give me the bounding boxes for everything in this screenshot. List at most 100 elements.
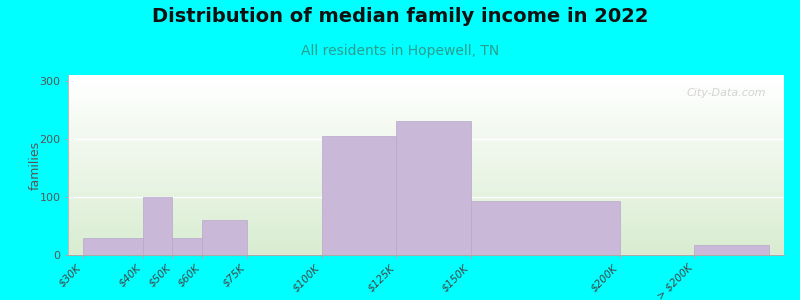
- Bar: [68, 178, 784, 179]
- Bar: [68, 126, 784, 127]
- Bar: [68, 226, 784, 227]
- Bar: [68, 248, 784, 249]
- Bar: [68, 92, 784, 93]
- Bar: [68, 176, 784, 177]
- Bar: [68, 88, 784, 89]
- Bar: [68, 150, 784, 151]
- Bar: [68, 80, 784, 81]
- Bar: [68, 246, 784, 247]
- Bar: [68, 139, 784, 140]
- Bar: [68, 117, 784, 118]
- Bar: [68, 227, 784, 228]
- Bar: [68, 132, 784, 133]
- Bar: [68, 220, 784, 221]
- Bar: [68, 211, 784, 212]
- Bar: [68, 229, 784, 230]
- Bar: [68, 169, 784, 170]
- Text: Distribution of median family income in 2022: Distribution of median family income in …: [152, 8, 648, 26]
- Bar: [68, 230, 784, 231]
- Bar: [68, 128, 784, 129]
- Bar: [68, 115, 784, 116]
- Bar: [68, 110, 784, 111]
- Bar: [68, 157, 784, 158]
- Bar: [68, 129, 784, 130]
- Bar: [68, 144, 784, 145]
- Bar: [68, 225, 784, 226]
- Bar: [470, 201, 620, 255]
- Bar: [68, 187, 784, 188]
- Bar: [68, 186, 784, 187]
- Bar: [68, 81, 784, 82]
- Bar: [68, 183, 784, 184]
- Bar: [68, 171, 784, 172]
- Bar: [68, 232, 784, 233]
- Bar: [68, 193, 784, 194]
- Bar: [68, 135, 784, 136]
- Text: City-Data.com: City-Data.com: [686, 88, 766, 98]
- Bar: [68, 167, 784, 168]
- Bar: [68, 125, 784, 126]
- Bar: [68, 75, 784, 76]
- Bar: [68, 168, 784, 169]
- Bar: [68, 151, 784, 152]
- Bar: [68, 195, 784, 196]
- Bar: [68, 96, 784, 97]
- Bar: [68, 131, 784, 132]
- Bar: [68, 242, 784, 243]
- Bar: [68, 159, 784, 160]
- Bar: [68, 202, 784, 203]
- Bar: [68, 116, 784, 117]
- Bar: [68, 76, 784, 77]
- Bar: [68, 199, 784, 200]
- Bar: [68, 182, 784, 183]
- Bar: [68, 253, 784, 254]
- Bar: [68, 106, 784, 107]
- Text: All residents in Hopewell, TN: All residents in Hopewell, TN: [301, 44, 499, 58]
- Bar: [68, 204, 784, 205]
- Bar: [68, 165, 784, 166]
- Bar: [68, 83, 784, 84]
- Bar: [68, 251, 784, 252]
- Bar: [68, 198, 784, 199]
- Bar: [68, 82, 784, 83]
- Bar: [68, 212, 784, 213]
- Bar: [68, 177, 784, 178]
- Bar: [68, 124, 784, 125]
- Bar: [68, 161, 784, 162]
- Bar: [68, 156, 784, 157]
- Bar: [68, 130, 784, 131]
- Bar: [68, 213, 784, 214]
- Bar: [68, 90, 784, 91]
- Bar: [68, 118, 784, 119]
- Bar: [68, 209, 784, 210]
- Bar: [68, 164, 784, 165]
- Bar: [68, 217, 784, 218]
- Bar: [68, 158, 784, 159]
- Bar: [68, 101, 784, 102]
- Bar: [68, 243, 784, 244]
- Bar: [68, 160, 784, 161]
- Bar: [68, 166, 784, 167]
- Bar: [68, 122, 784, 123]
- Bar: [68, 215, 784, 216]
- Bar: [68, 203, 784, 204]
- Bar: [68, 205, 784, 206]
- Bar: [68, 254, 784, 255]
- Bar: [68, 197, 784, 198]
- Bar: [68, 163, 784, 164]
- Bar: [68, 102, 784, 103]
- Bar: [68, 152, 784, 153]
- Bar: [68, 143, 784, 144]
- Bar: [68, 191, 784, 192]
- Bar: [68, 188, 784, 189]
- Bar: [322, 136, 396, 255]
- Bar: [83, 238, 142, 255]
- Bar: [68, 235, 784, 236]
- Bar: [68, 241, 784, 242]
- Bar: [68, 216, 784, 217]
- Bar: [68, 84, 784, 85]
- Bar: [68, 196, 784, 197]
- Bar: [68, 218, 784, 219]
- Bar: [68, 214, 784, 215]
- Bar: [68, 208, 784, 209]
